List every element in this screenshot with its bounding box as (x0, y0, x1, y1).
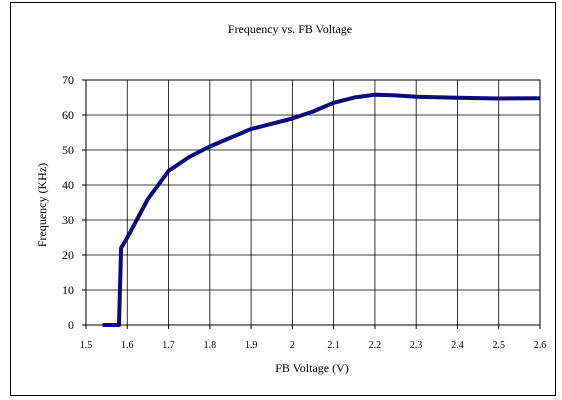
frequency-curve (102, 92, 541, 327)
x-tick-label: 1.7 (162, 340, 175, 351)
x-tick-label: 2.6 (534, 340, 547, 351)
y-tick-label: 30 (62, 213, 74, 227)
y-tick-label: 0 (68, 318, 74, 332)
y-tick-label: 40 (62, 178, 74, 192)
x-tick-label: 1.8 (204, 340, 217, 351)
y-tick-label: 20 (62, 248, 74, 262)
x-tick-label: 1.9 (245, 340, 258, 351)
x-tick-label: 2.2 (369, 340, 382, 351)
grid (86, 80, 540, 325)
x-tick-label: 2 (290, 340, 295, 351)
x-tick-labels: 1.5 1.6 1.7 1.8 1.9 2 2.1 2.2 2.3 2.4 2.5 2.6 (80, 340, 547, 351)
x-tick-label: 2.5 (492, 340, 505, 351)
x-tick-label: 2.1 (327, 340, 340, 351)
chart-frame (10, 2, 556, 396)
axis-ticks (82, 79, 541, 329)
y-tick-label: 60 (62, 108, 74, 122)
y-tick-label: 50 (62, 143, 74, 157)
x-tick-label: 1.6 (121, 340, 134, 351)
plot-area-border (85, 79, 541, 326)
x-tick-label: 1.5 (80, 340, 93, 351)
x-tick-label: 2.4 (451, 340, 464, 351)
x-axis-label: FB Voltage (V) (275, 361, 349, 375)
x-tick-label: 2.3 (410, 340, 423, 351)
y-axis-label: Frequency (KHz) (35, 163, 49, 247)
y-tick-label: 10 (62, 283, 74, 297)
series-group (102, 92, 541, 327)
chart-title: Frequency vs. FB Voltage (228, 22, 352, 36)
y-tick-labels: 0 10 20 30 40 50 60 70 (62, 73, 74, 332)
y-tick-label: 70 (62, 73, 74, 87)
